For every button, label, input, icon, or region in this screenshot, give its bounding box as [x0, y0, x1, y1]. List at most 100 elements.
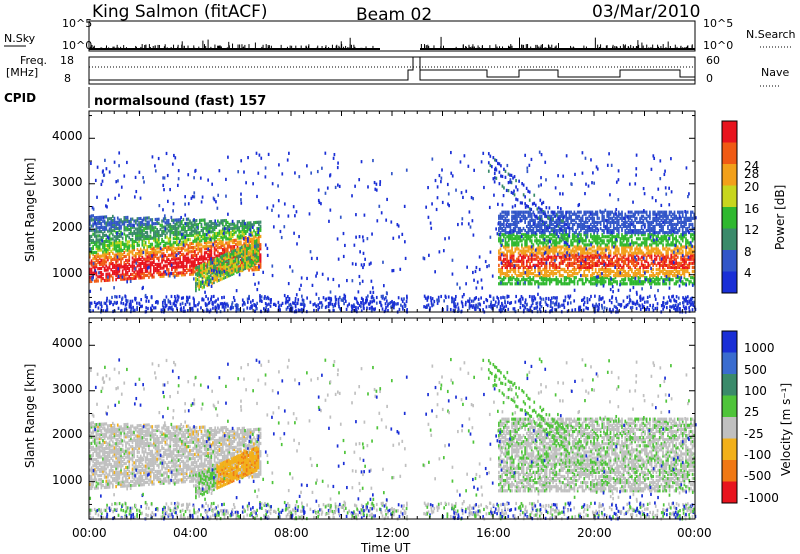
power-cell — [90, 214, 93, 218]
power-cell — [560, 255, 563, 259]
power-cell — [530, 212, 533, 216]
power-cell — [228, 235, 231, 239]
power-cell — [599, 220, 602, 225]
power-cell — [144, 253, 147, 257]
power-cell — [668, 280, 671, 284]
power-cell — [512, 253, 515, 257]
power-cell — [540, 222, 543, 227]
power-cell — [220, 245, 222, 250]
power-cell — [516, 257, 518, 261]
power-cell — [133, 264, 136, 268]
power-cell — [172, 249, 175, 253]
power-cell — [519, 237, 522, 241]
power-cell — [530, 231, 533, 235]
power-cell — [227, 259, 230, 264]
power-cell — [629, 245, 632, 249]
power-cell — [593, 271, 595, 276]
power-cell — [171, 249, 173, 253]
power-cell — [667, 249, 669, 253]
power-cell — [670, 226, 673, 231]
power-cell — [116, 216, 119, 220]
power-cell — [614, 253, 617, 257]
power-cell — [571, 212, 574, 216]
power-cell — [578, 231, 581, 235]
power-cell — [225, 227, 227, 231]
power-cell — [580, 218, 582, 222]
power-cell — [580, 216, 582, 220]
power-cell — [670, 214, 673, 218]
power-cell — [141, 270, 144, 274]
power-cell — [89, 226, 91, 230]
power-cell — [660, 263, 663, 267]
power-cell — [644, 280, 646, 284]
power-cell — [208, 224, 211, 228]
power-cell — [502, 222, 505, 227]
power-cell — [213, 246, 216, 250]
power-cell — [161, 258, 163, 262]
power-cell — [184, 244, 186, 248]
power-cell — [245, 266, 248, 270]
power-cell — [521, 261, 523, 265]
power-cell — [653, 251, 656, 255]
power-cell — [621, 235, 623, 239]
power-cell — [126, 215, 129, 220]
power-cell — [617, 269, 620, 274]
power-cell — [667, 243, 669, 247]
power-cell — [522, 261, 525, 265]
power-cell — [203, 283, 205, 287]
power-cell — [235, 230, 237, 234]
power-cell — [185, 234, 188, 238]
power-cell — [243, 231, 245, 236]
power-cell — [103, 258, 106, 262]
power-cell — [581, 280, 584, 284]
power-cell — [630, 257, 633, 261]
power-cell — [644, 233, 646, 237]
power-cell — [617, 228, 620, 233]
power-cell — [652, 228, 655, 233]
power-cell — [663, 233, 666, 237]
power-cell — [603, 222, 605, 227]
power-cell — [640, 231, 643, 235]
power-cell — [208, 276, 210, 281]
power-cell — [128, 262, 131, 266]
power-cell — [663, 271, 666, 276]
power-cell — [614, 235, 617, 239]
power-cell — [594, 226, 597, 231]
power-cell — [507, 263, 510, 267]
power-cell — [222, 260, 225, 264]
power-cell — [100, 236, 103, 240]
power-cell — [629, 265, 632, 270]
power-cell — [171, 224, 173, 229]
power-cell — [604, 255, 607, 259]
power-cell — [653, 261, 656, 265]
power-cell — [583, 212, 586, 216]
power-cell — [89, 222, 91, 226]
power-cell — [599, 247, 602, 251]
power-cell — [639, 257, 641, 261]
power-cell — [593, 278, 595, 282]
power-cell — [151, 224, 154, 228]
power-cell — [637, 231, 640, 235]
power-cell — [542, 280, 545, 284]
power-cell — [95, 216, 98, 220]
power-cell — [210, 240, 213, 244]
power-cell — [565, 282, 568, 286]
power-cell — [537, 255, 540, 259]
nave-tick-top: 60 — [706, 54, 720, 67]
power-cell — [504, 237, 507, 241]
power-cell — [203, 251, 206, 255]
power-cell — [611, 278, 613, 282]
power-cell — [537, 220, 540, 225]
power-cell — [589, 251, 592, 255]
power-cell — [227, 266, 230, 270]
power-cell — [194, 270, 196, 274]
power-cell — [632, 263, 635, 267]
power-cell — [522, 278, 525, 282]
power-cell — [103, 215, 106, 219]
power-cell — [92, 244, 94, 249]
power-cell — [670, 233, 673, 237]
power-cell — [149, 269, 152, 273]
power-cell — [162, 266, 165, 270]
power-cell — [144, 230, 147, 235]
power-cell — [234, 250, 237, 255]
